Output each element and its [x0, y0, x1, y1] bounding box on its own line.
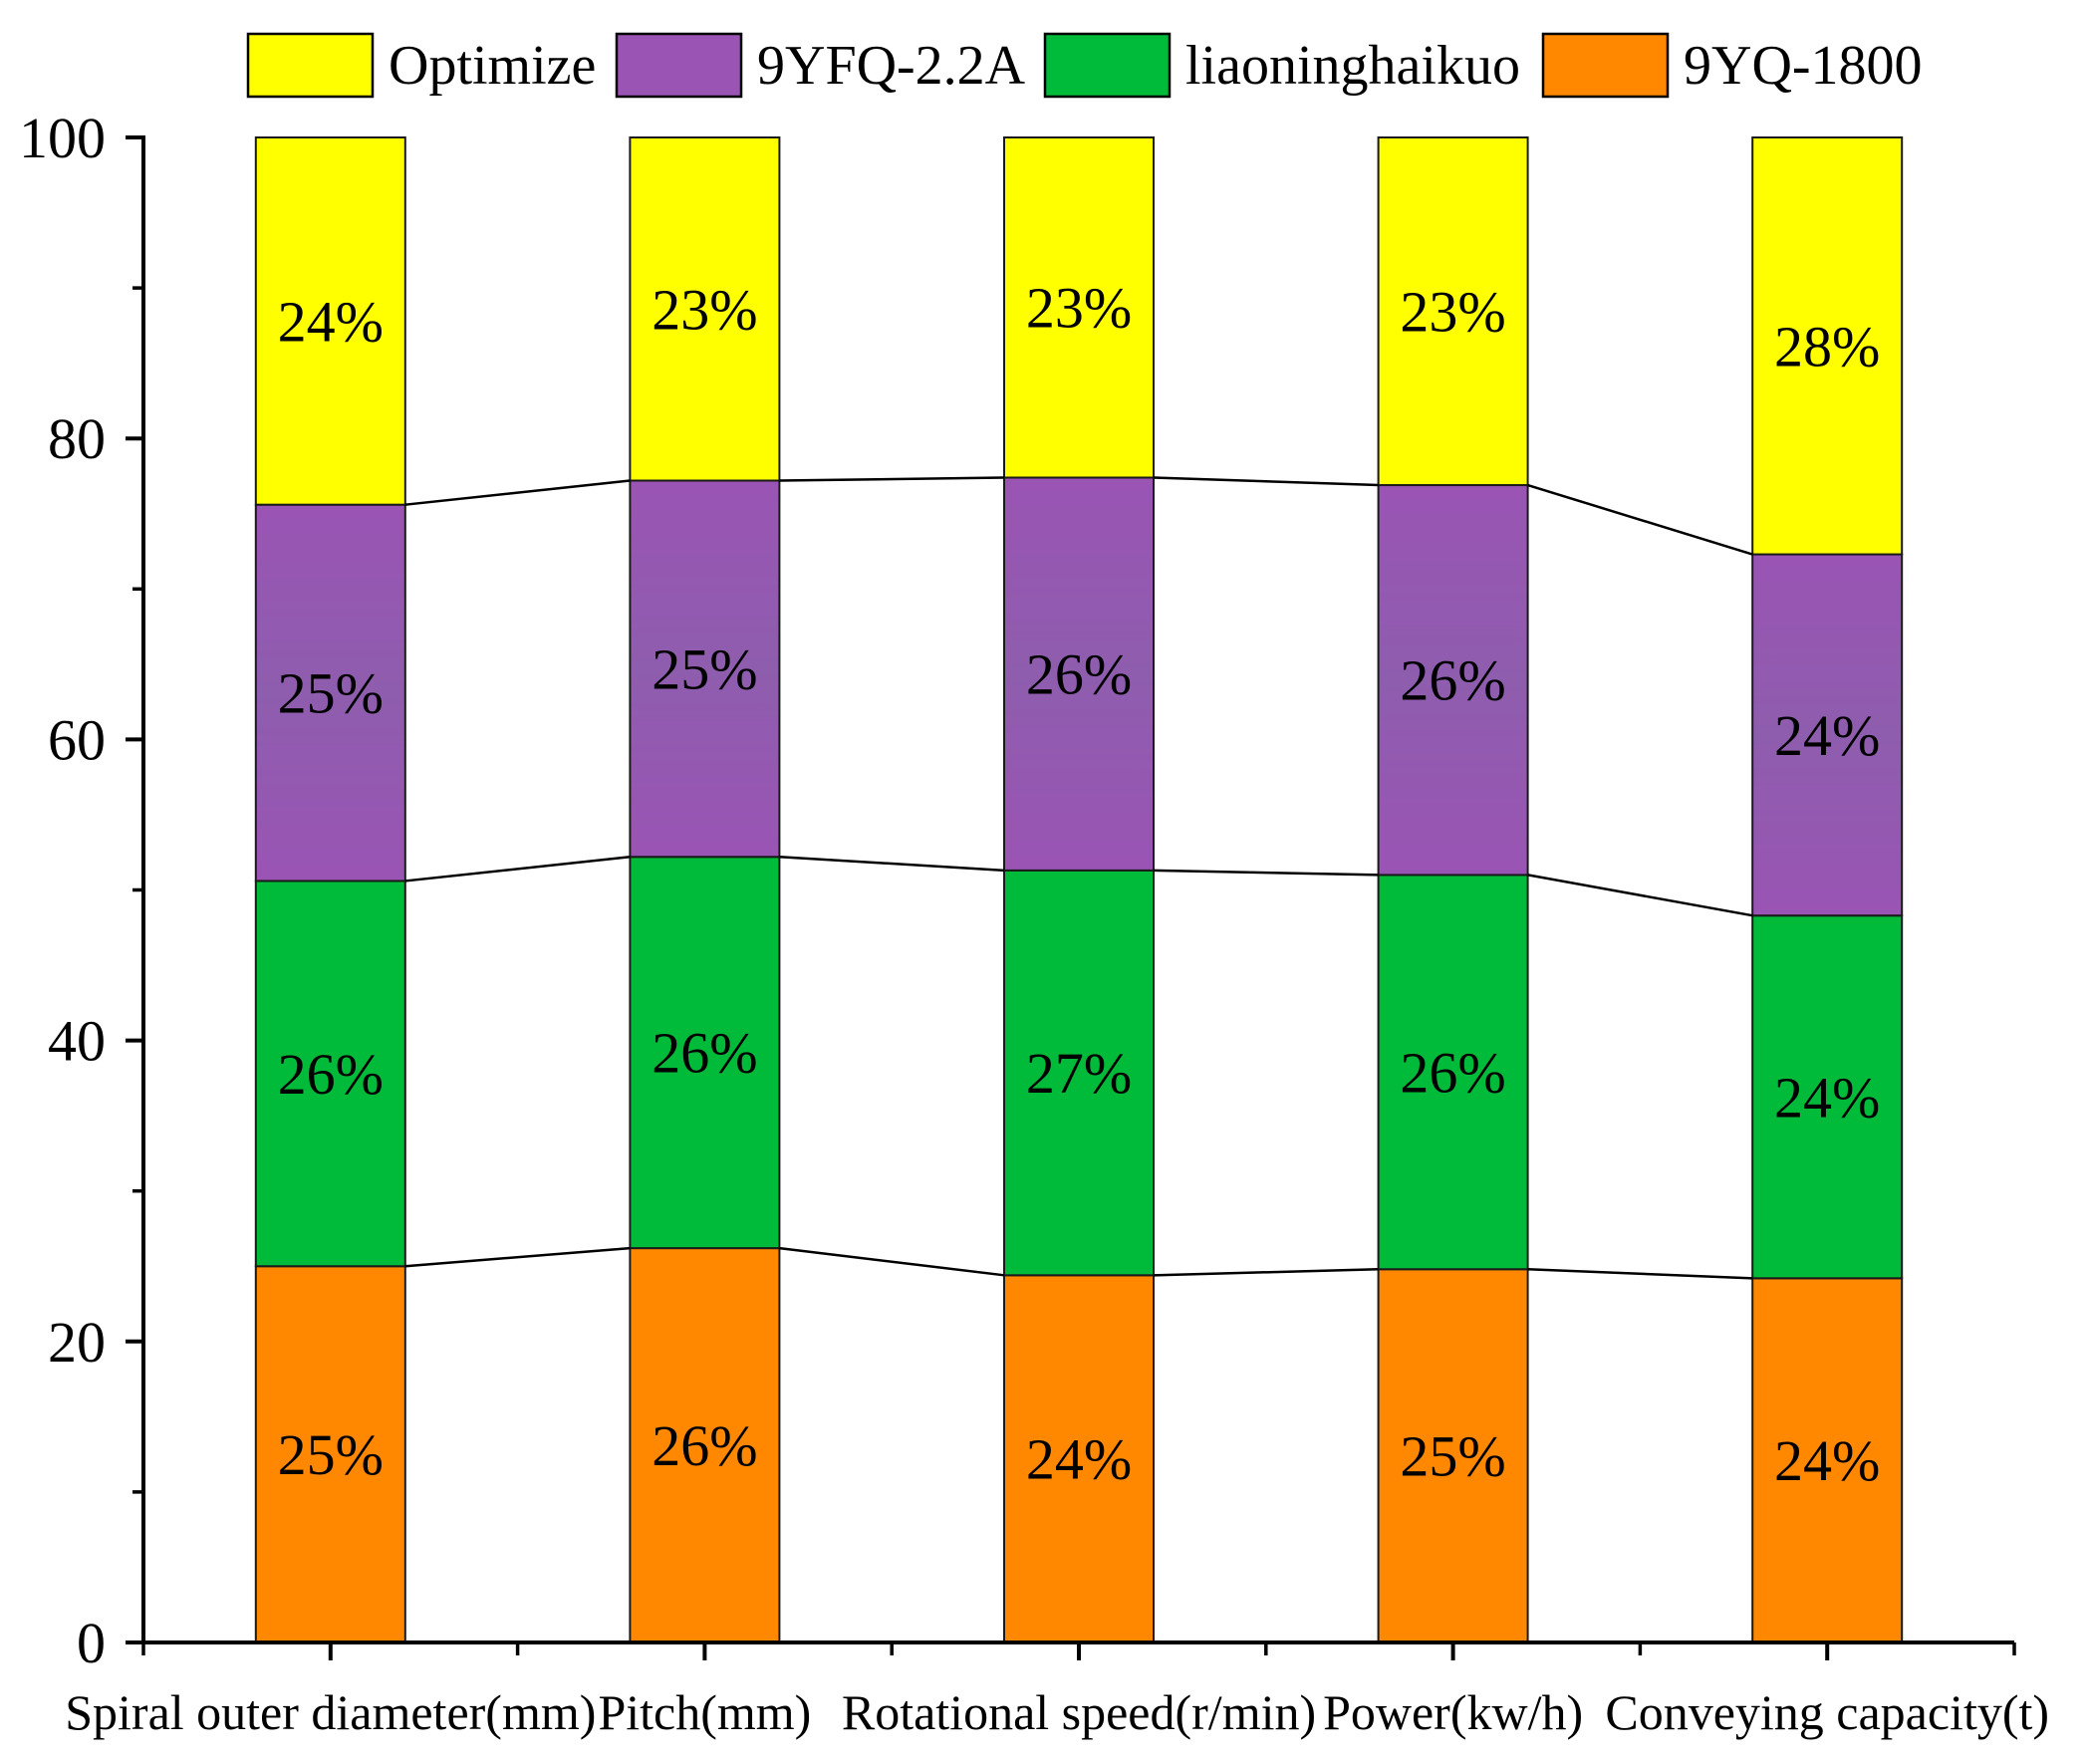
x-category-label: Pitch(mm) — [598, 1684, 811, 1740]
bar-9yfq-2-2a-spiral-outer-diameter-mm — [254, 503, 406, 882]
y-tick-label: 80 — [48, 406, 106, 471]
data-label: 26% — [278, 1042, 384, 1107]
bar-optimize-spiral-outer-diameter-mm — [254, 136, 406, 506]
connector-line — [404, 856, 631, 882]
data-label: 24% — [1774, 1065, 1880, 1130]
bar-liaoninghaikuo-pitch-mm — [629, 856, 781, 1250]
bar-9yq-1800-pitch-mm — [629, 1247, 781, 1644]
data-label: 24% — [1774, 703, 1880, 768]
data-label: 26% — [1400, 1040, 1505, 1105]
data-label: 24% — [278, 289, 384, 354]
bar-liaoninghaikuo-conveying-capacity-t — [1751, 914, 1904, 1280]
bars-layer — [254, 136, 1904, 1644]
data-label: 26% — [1026, 642, 1132, 707]
data-label: 25% — [652, 636, 757, 701]
data-label: 25% — [1400, 1424, 1505, 1489]
y-tick-label: 20 — [48, 1310, 106, 1375]
legend-item-9yq-1800: 9YQ-1800 — [1541, 32, 1923, 99]
data-label: 26% — [652, 1413, 757, 1478]
legend-item-9yfq-2-2a: 9YFQ-2.2A — [615, 32, 1026, 99]
legend-swatch — [1541, 32, 1670, 99]
bar-9yfq-2-2a-conveying-capacity-t — [1751, 553, 1904, 917]
y-tick-label: 60 — [48, 707, 106, 772]
bar-9yq-1800-power-kw-h — [1377, 1268, 1529, 1643]
legend-label: liaoninghaikuo — [1185, 35, 1520, 97]
data-label: 23% — [652, 277, 757, 342]
y-tick-label: 100 — [19, 106, 106, 170]
data-label: 28% — [1774, 314, 1880, 378]
data-label: 24% — [1026, 1427, 1132, 1492]
legend-item-optimize: Optimize — [246, 32, 596, 99]
data-label: 23% — [1400, 280, 1505, 345]
bar-optimize-conveying-capacity-t — [1751, 136, 1904, 556]
x-category-label: Power(kw/h) — [1323, 1684, 1583, 1740]
connector-lines — [404, 476, 1753, 1280]
legend-label: 9YFQ-2.2A — [757, 35, 1026, 97]
connector-line — [779, 1246, 1005, 1277]
bar-9yq-1800-conveying-capacity-t — [1751, 1277, 1904, 1643]
connector-line — [1153, 1268, 1379, 1277]
connector-line — [404, 1246, 631, 1268]
data-labels-layer: 25% 26% 24% 25% 24% 26% 26% 27% 26% 24% 25% 25% 26% 2… — [278, 276, 1881, 1493]
data-label: 25% — [278, 1422, 384, 1487]
axes: 0 20 40 60 80 100 Spiral outer diameter(mm) Pit… — [19, 106, 2049, 1740]
data-label: 27% — [1026, 1041, 1132, 1106]
legend-swatch — [1043, 32, 1172, 99]
legend-swatch — [615, 32, 743, 99]
x-category-label: Conveying capacity(t) — [1605, 1684, 2049, 1740]
data-label: 26% — [652, 1021, 757, 1086]
data-label: 23% — [1026, 276, 1132, 341]
y-tick-label: 40 — [48, 1009, 106, 1074]
bar-9yfq-2-2a-power-kw-h — [1377, 484, 1529, 877]
data-label: 26% — [1400, 648, 1505, 713]
bar-liaoninghaikuo-power-kw-h — [1377, 874, 1529, 1271]
bar-liaoninghaikuo-rotational-speed-r-min — [1003, 869, 1155, 1277]
connector-line — [1527, 483, 1753, 556]
connector-line — [1153, 869, 1379, 877]
legend: Optimize 9YFQ-2.2A liaoninghaikuo 9YQ-1800 — [246, 32, 1923, 99]
connector-line — [779, 476, 1005, 482]
x-category-label: Spiral outer diameter(mm) — [65, 1684, 596, 1740]
legend-item-liaoninghaikuo: liaoninghaikuo — [1043, 32, 1520, 99]
legend-label: Optimize — [389, 35, 596, 97]
connector-line — [404, 479, 631, 506]
x-category-label: Rotational speed(r/min) — [842, 1684, 1316, 1740]
data-label: 25% — [278, 661, 384, 726]
bar-optimize-power-kw-h — [1377, 136, 1529, 487]
data-label: 24% — [1774, 1428, 1880, 1493]
connector-line — [1527, 874, 1753, 917]
connector-line — [1527, 1268, 1753, 1280]
bar-9yfq-2-2a-pitch-mm — [629, 479, 781, 859]
bar-optimize-pitch-mm — [629, 136, 781, 482]
connector-line — [1153, 476, 1379, 487]
bar-liaoninghaikuo-spiral-outer-diameter-mm — [254, 880, 406, 1268]
legend-swatch — [246, 32, 375, 99]
bar-optimize-rotational-speed-r-min — [1003, 136, 1155, 479]
connector-line — [779, 856, 1005, 873]
legend-label: 9YQ-1800 — [1684, 35, 1923, 97]
y-tick-label: 0 — [77, 1611, 106, 1675]
bar-9yfq-2-2a-rotational-speed-r-min — [1003, 476, 1155, 872]
